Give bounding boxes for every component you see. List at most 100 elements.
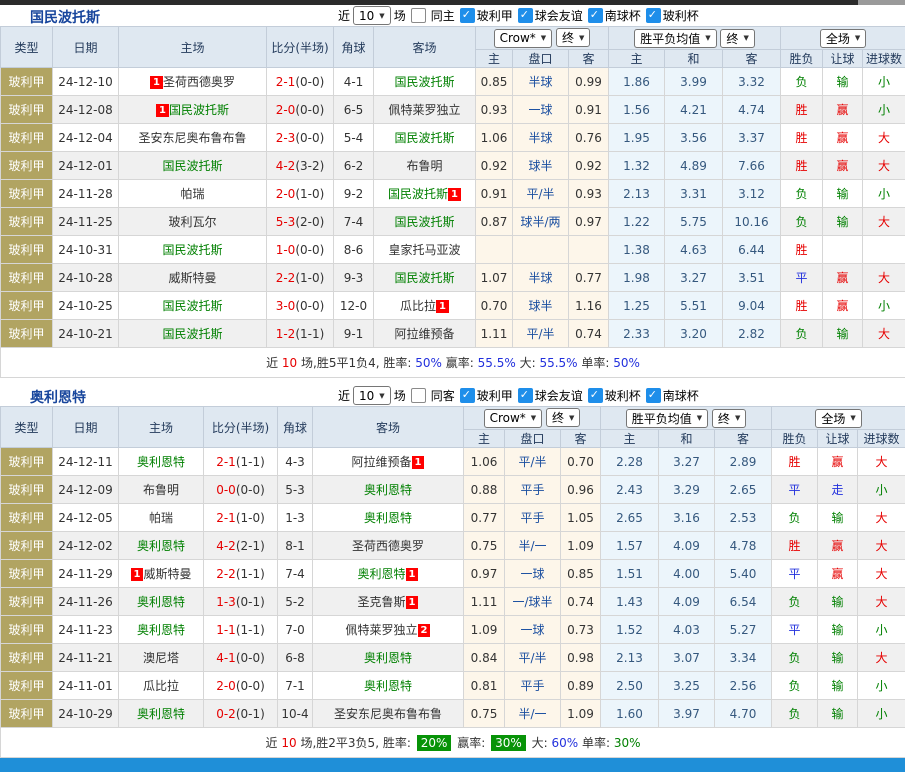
euro-time-select[interactable]: 终▼ bbox=[712, 409, 746, 428]
home-team-name: 国民波托斯 bbox=[162, 159, 222, 173]
home-team-name: 威斯特曼 bbox=[143, 567, 191, 581]
asian-line: 平/半 bbox=[505, 448, 561, 476]
match-count-select[interactable]: 10▼ bbox=[353, 386, 391, 405]
away-team-name: 皇家托马亚波 bbox=[388, 243, 460, 257]
odds-time-select[interactable]: 终▼ bbox=[546, 408, 580, 427]
same-venue-checkbox[interactable] bbox=[411, 388, 426, 403]
asian-line: 球半 bbox=[513, 152, 569, 180]
result-cell: 胜 bbox=[781, 124, 823, 152]
summary-part: 赢率: bbox=[446, 356, 474, 370]
halftime-score: (0-0) bbox=[295, 75, 324, 89]
away-team-cell: 国民波托斯 bbox=[374, 68, 476, 96]
fulltime-score: 4-2 bbox=[276, 159, 296, 173]
summary-part: 单率: bbox=[582, 736, 610, 750]
euro-draw-odds: 3.27 bbox=[665, 264, 723, 292]
league-checkbox[interactable] bbox=[460, 388, 475, 403]
league-cell: 玻利甲 bbox=[1, 616, 53, 644]
summary-part: 55.5% bbox=[478, 356, 516, 370]
asian-away-odds: 0.97 bbox=[569, 208, 609, 236]
handicap-result-cell: 赢 bbox=[818, 448, 858, 476]
halftime-score: (1-0) bbox=[295, 187, 324, 201]
odds-time-select[interactable]: 终▼ bbox=[556, 28, 590, 47]
scope-select[interactable]: 全场▼ bbox=[820, 29, 866, 48]
col-header-type: 类型 bbox=[1, 27, 53, 68]
league-cell: 玻利甲 bbox=[1, 180, 53, 208]
match-row: 玻利甲 24-12-05 帕瑞 2-1(1-0) 1-3 奥利恩特 0.77 平… bbox=[1, 504, 905, 532]
score-cell: 2-0(0-0) bbox=[204, 672, 278, 700]
result-cell: 负 bbox=[772, 700, 818, 728]
same-venue-checkbox[interactable] bbox=[411, 8, 426, 23]
euro-home-odds: 2.33 bbox=[609, 320, 665, 348]
euro-draw-odds: 4.00 bbox=[659, 560, 715, 588]
chevron-down-icon: ▼ bbox=[379, 392, 384, 400]
col-header-away: 客场 bbox=[374, 27, 476, 68]
league-cell: 玻利甲 bbox=[1, 124, 53, 152]
result-cell: 平 bbox=[772, 476, 818, 504]
matches-table-top: 类型 日期 主场 比分(半场) 角球 客场 Crow*▼ 终▼ 胜平负均值▼ 终… bbox=[0, 26, 905, 378]
result-cell: 负 bbox=[781, 68, 823, 96]
league-cell: 玻利甲 bbox=[1, 560, 53, 588]
league-checkbox[interactable] bbox=[460, 8, 475, 23]
home-team-name: 威斯特曼 bbox=[168, 271, 216, 285]
date-cell: 24-10-25 bbox=[53, 292, 119, 320]
date-cell: 24-11-28 bbox=[53, 180, 119, 208]
euro-away-odds: 2.53 bbox=[715, 504, 772, 532]
league-checkbox[interactable] bbox=[646, 8, 661, 23]
away-team-cell: 国民波托斯 bbox=[374, 264, 476, 292]
bookmaker-select[interactable]: Crow*▼ bbox=[494, 29, 553, 48]
match-row: 玻利甲 24-11-21 澳尼塔 4-1(0-0) 6-8 奥利恩特 0.84 … bbox=[1, 644, 905, 672]
halftime-score: (1-1) bbox=[236, 623, 265, 637]
asian-home-odds: 0.77 bbox=[464, 504, 505, 532]
summary-part: 50% bbox=[415, 356, 442, 370]
league-checkbox[interactable] bbox=[518, 388, 533, 403]
euro-odds-select[interactable]: 胜平负均值▼ bbox=[626, 409, 708, 428]
home-team-cell: 圣安东尼奥布鲁布鲁 bbox=[119, 124, 267, 152]
away-team-name: 佩特莱罗独立 bbox=[346, 623, 418, 637]
date-cell: 24-12-04 bbox=[53, 124, 119, 152]
league-filter-label: 玻利杯 bbox=[663, 7, 699, 24]
handicap-result-cell: 输 bbox=[818, 616, 858, 644]
euro-time-select[interactable]: 终▼ bbox=[720, 29, 754, 48]
match-row: 玻利甲 24-12-01 国民波托斯 4-2(3-2) 6-2 布鲁明 0.92… bbox=[1, 152, 905, 180]
score-cell: 4-1(0-0) bbox=[204, 644, 278, 672]
score-cell: 2-1(1-1) bbox=[204, 448, 278, 476]
asian-line: 一球 bbox=[505, 616, 561, 644]
handicap-result-cell: 赢 bbox=[823, 292, 863, 320]
match-count-select[interactable]: 10▼ bbox=[353, 6, 391, 25]
home-team-name: 奥利恩特 bbox=[137, 707, 185, 721]
result-cell: 胜 bbox=[781, 292, 823, 320]
league-checkbox[interactable] bbox=[588, 388, 603, 403]
league-filter-label: 球会友谊 bbox=[535, 7, 583, 24]
league-checkbox[interactable] bbox=[518, 8, 533, 23]
match-row: 玻利甲 24-12-09 布鲁明 0-0(0-0) 5-3 奥利恩特 0.88 … bbox=[1, 476, 905, 504]
result-cell: 胜 bbox=[772, 532, 818, 560]
home-team-name: 帕瑞 bbox=[149, 511, 173, 525]
league-checkbox[interactable] bbox=[588, 8, 603, 23]
score-cell: 2-1(1-0) bbox=[204, 504, 278, 532]
league-cell: 玻利甲 bbox=[1, 68, 53, 96]
home-team-cell: 澳尼塔 bbox=[119, 644, 204, 672]
euro-home-odds: 2.65 bbox=[601, 504, 659, 532]
asian-line: 平手 bbox=[505, 476, 561, 504]
match-row: 玻利甲 24-12-04 圣安东尼奥布鲁布鲁 2-3(0-0) 5-4 国民波托… bbox=[1, 124, 905, 152]
handicap-result-cell: 输 bbox=[818, 700, 858, 728]
corner-cell: 9-1 bbox=[334, 320, 374, 348]
euro-home-odds: 1.60 bbox=[601, 700, 659, 728]
subheader-line: 盘口 bbox=[513, 50, 569, 68]
score-cell: 1-3(0-1) bbox=[204, 588, 278, 616]
asian-line: 平手 bbox=[505, 504, 561, 532]
bookmaker-select[interactable]: Crow*▼ bbox=[484, 409, 543, 428]
near-label: 近 bbox=[338, 7, 350, 24]
euro-odds-select[interactable]: 胜平负均值▼ bbox=[634, 29, 716, 48]
league-checkbox[interactable] bbox=[646, 388, 661, 403]
date-cell: 24-12-02 bbox=[53, 532, 119, 560]
scope-select[interactable]: 全场▼ bbox=[815, 409, 861, 428]
asian-home-odds: 0.75 bbox=[464, 700, 505, 728]
summary-part: 50% bbox=[613, 356, 640, 370]
summary-row: 近 10 场,胜5平1负4, 胜率: 50% 赢率: 55.5% 大: 55.5… bbox=[1, 348, 905, 378]
league-cell: 玻利甲 bbox=[1, 532, 53, 560]
scope-group: 全场▼ bbox=[772, 407, 905, 430]
red-card-badge: 1 bbox=[150, 76, 163, 89]
league-filter: 玻利杯 bbox=[644, 7, 699, 24]
